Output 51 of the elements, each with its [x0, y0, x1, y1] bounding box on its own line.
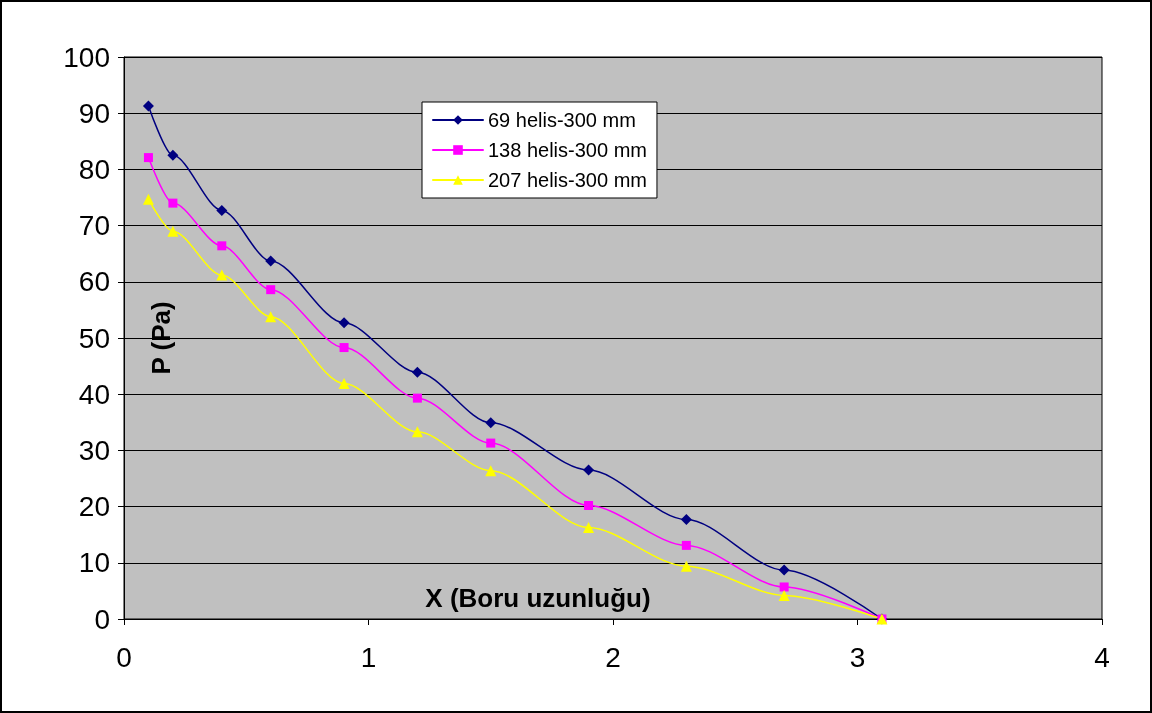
point — [217, 241, 227, 251]
x-axis-title: X (Boru uzunluğu) — [425, 583, 651, 613]
point — [584, 500, 594, 510]
x-tick-label: 4 — [1094, 641, 1110, 673]
x-tick-label: 2 — [605, 641, 621, 673]
point — [779, 582, 789, 592]
point — [339, 343, 349, 353]
legend-label: 138 helis-300 mm — [488, 139, 647, 161]
point — [485, 465, 497, 477]
point — [485, 417, 497, 429]
point — [338, 378, 350, 390]
y-tick-label: 70 — [78, 210, 110, 242]
point — [411, 366, 423, 378]
point — [411, 426, 423, 438]
y-tick-label: 80 — [78, 153, 110, 185]
x-tick-label: 1 — [360, 641, 377, 673]
y-tick-label: 40 — [78, 378, 110, 410]
y-tick-label: 100 — [63, 41, 110, 73]
point — [778, 589, 790, 601]
point — [778, 564, 790, 576]
point — [143, 153, 153, 163]
point — [167, 149, 179, 161]
y-tick-label: 20 — [78, 491, 110, 523]
point — [583, 521, 595, 533]
point — [680, 560, 692, 572]
y-tick-label: 0 — [94, 603, 110, 635]
point — [216, 269, 228, 281]
point — [265, 255, 277, 267]
y-tick-label: 10 — [78, 547, 110, 579]
point — [168, 198, 178, 208]
legend-label: 207 helis-300 mm — [488, 169, 647, 191]
point — [265, 311, 277, 323]
point — [681, 540, 691, 550]
point — [583, 464, 595, 476]
y-tick-label: 30 — [78, 434, 110, 466]
y-tick-label: 90 — [78, 97, 110, 129]
x-tick-label: 0 — [116, 641, 132, 673]
point — [167, 225, 179, 237]
point — [412, 393, 422, 403]
x-tick-label: 3 — [849, 641, 866, 673]
point — [142, 193, 154, 205]
point — [266, 285, 276, 295]
y-tick-label: 60 — [78, 266, 110, 298]
legend-label: 69 helis-300 mm — [488, 109, 636, 131]
point — [216, 204, 228, 216]
point — [142, 100, 154, 112]
y-axis-title: P (Pa) — [146, 301, 176, 375]
point — [338, 317, 350, 329]
point — [486, 438, 496, 448]
y-tick-label: 50 — [78, 322, 110, 354]
point — [680, 514, 692, 526]
